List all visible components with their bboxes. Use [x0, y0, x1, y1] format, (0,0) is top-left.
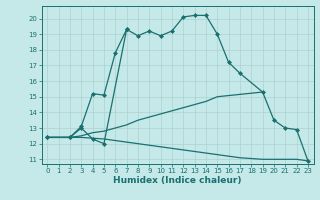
X-axis label: Humidex (Indice chaleur): Humidex (Indice chaleur): [113, 176, 242, 185]
